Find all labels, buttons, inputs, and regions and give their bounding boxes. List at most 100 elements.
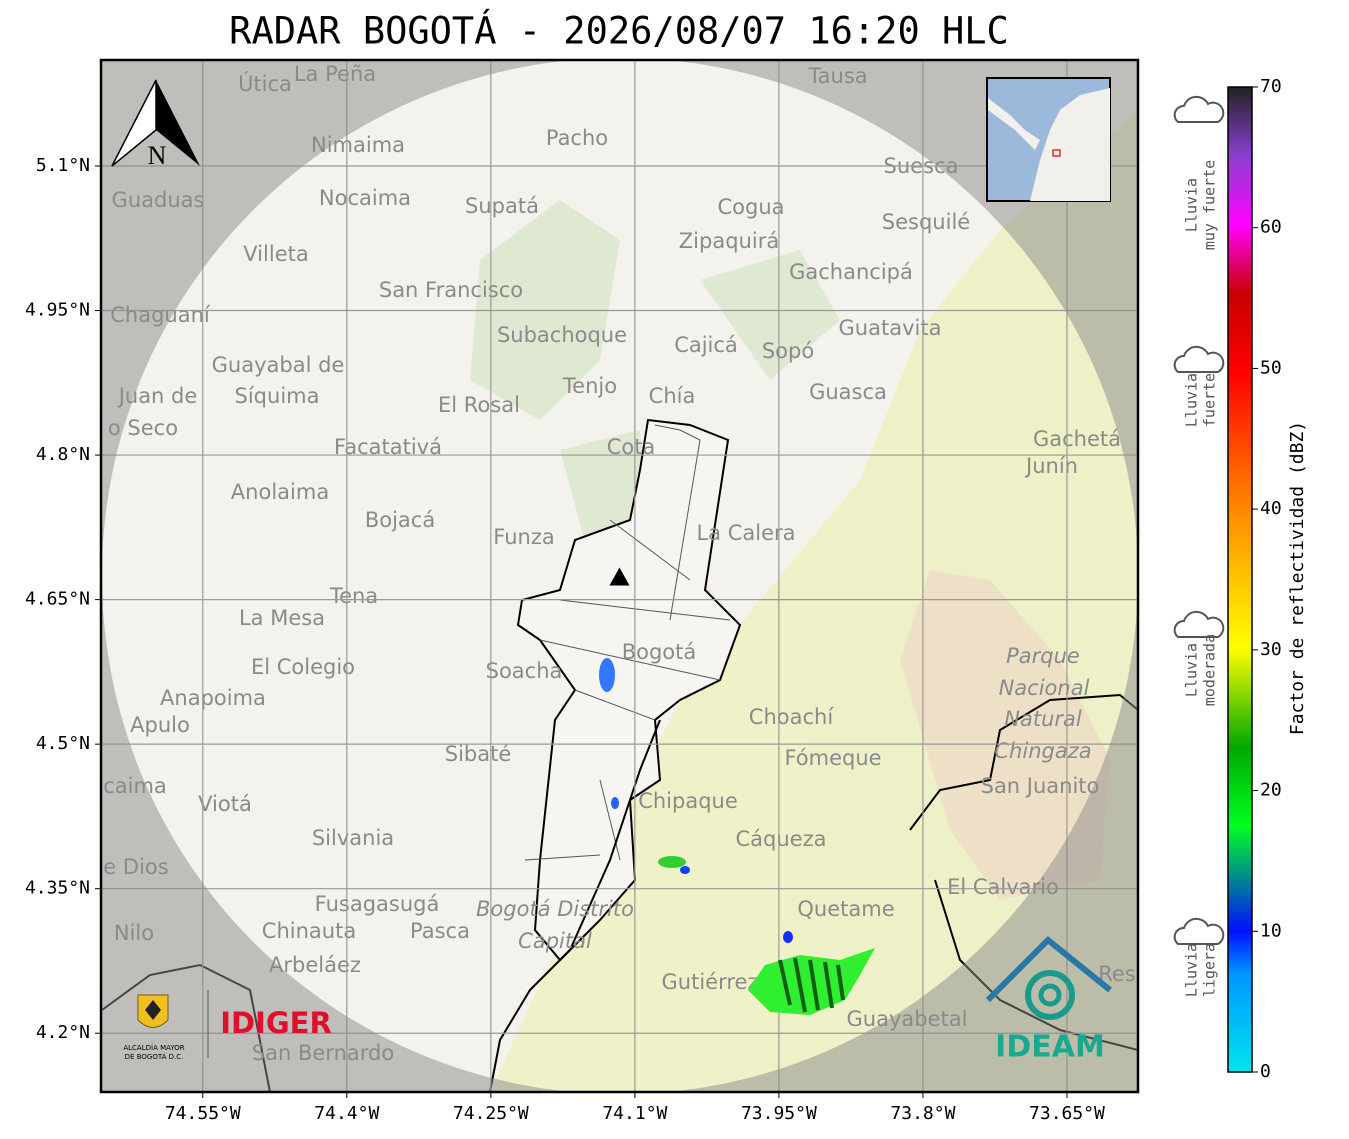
localities xyxy=(524,424,731,861)
y-tick-label: 4.65°N xyxy=(25,589,90,610)
place-label: Anapoima xyxy=(160,686,266,710)
place-label: Gachetá xyxy=(1033,427,1121,451)
rain-category-label: Lluvia xyxy=(1183,373,1201,427)
colorbar-tick-label: 70 xyxy=(1260,76,1282,97)
colorbar-tick-label: 40 xyxy=(1260,498,1282,519)
place-label: Villeta xyxy=(243,242,308,266)
place-label: Cogua xyxy=(717,195,784,219)
colorbar-tick-label: 50 xyxy=(1260,357,1282,378)
cloud-icon xyxy=(1173,95,1225,123)
y-tick-label: 4.8°N xyxy=(36,444,90,465)
place-label: Capital xyxy=(518,929,592,953)
place-label: Sibaté xyxy=(445,742,512,766)
north-label: N xyxy=(148,141,167,170)
place-label: Supatá xyxy=(465,194,539,218)
place-label: Cajicá xyxy=(674,333,738,357)
y-tick-label: 4.2°N xyxy=(36,1022,90,1043)
logo-text: IDIGER xyxy=(220,1006,332,1040)
place-label: Chía xyxy=(649,384,696,408)
rain-category-label: Lluvia xyxy=(1183,178,1201,232)
y-tick-label: 4.95°N xyxy=(25,300,90,321)
place-label: Funza xyxy=(493,525,554,549)
place-label: Anolaima xyxy=(231,480,329,504)
place-label: Chinauta xyxy=(262,919,356,943)
place-label: San Juanito xyxy=(981,774,1100,798)
plot-frame xyxy=(99,58,1140,1094)
rain-category-label: fuerte xyxy=(1201,373,1219,427)
colorbar-tick-label: 0 xyxy=(1260,1061,1271,1082)
terrain xyxy=(490,600,820,1092)
place-label: Tena xyxy=(329,584,378,608)
x-tick-label: 74.25°W xyxy=(453,1103,529,1124)
y-tick-label: 4.35°N xyxy=(25,878,90,899)
place-label: Parque xyxy=(1006,644,1080,668)
x-tick-label: 73.8°W xyxy=(890,1103,955,1124)
place-label: Choachí xyxy=(749,705,835,729)
inset-map xyxy=(986,77,1111,202)
rain-category-label: moderada xyxy=(1201,634,1219,706)
rain-category-label: Lluvia xyxy=(1183,943,1201,997)
place-label: Bogotá xyxy=(622,640,697,664)
vegetation xyxy=(470,200,840,560)
rain-category: Lluvia moderada xyxy=(1173,610,1225,706)
place-label: Sopó xyxy=(762,339,814,363)
place-label: Soacha xyxy=(486,659,563,683)
place-label: Guatavita xyxy=(839,316,942,340)
x-tick-label: 74.1°W xyxy=(602,1103,667,1124)
cloud-icon xyxy=(1173,610,1225,638)
place-label: San Francisco xyxy=(379,278,523,302)
place-label: La Calera xyxy=(696,521,795,545)
place-label: El Colegio xyxy=(251,655,355,679)
place-label: Viotá xyxy=(198,792,252,816)
x-tick-label: 74.4°W xyxy=(314,1103,379,1124)
rain-category-label: ligera xyxy=(1201,943,1219,997)
place-label: Subachoque xyxy=(497,323,627,347)
colorbar-tick-label: 20 xyxy=(1260,780,1282,801)
radar-echoes xyxy=(599,658,875,1015)
rain-category-label: muy fuerte xyxy=(1201,160,1219,250)
place-label: Junín xyxy=(1024,454,1078,478)
place-label: La Mesa xyxy=(239,606,325,630)
place-label: Nocaima xyxy=(319,186,411,210)
place-label: Chingaza xyxy=(994,739,1091,763)
north-arrow: N xyxy=(111,79,200,170)
colorbar-tick-label: 30 xyxy=(1260,639,1282,660)
x-tick-label: 73.65°W xyxy=(1029,1103,1105,1124)
place-label: Pacho xyxy=(546,126,608,150)
place-label: Quetame xyxy=(797,897,894,921)
rain-category-label: Lluvia xyxy=(1183,643,1201,697)
logo-text: IDEAM xyxy=(995,1030,1105,1065)
rain-category: Lluvia muy fuerte xyxy=(1173,95,1225,250)
place-label: Zipaquirá xyxy=(679,229,779,253)
cloud-icon xyxy=(1173,345,1225,373)
park xyxy=(900,570,1110,900)
logos: ALCALDÍA MAYOR DE BOGOTÁ D.C. IDIGER IDE… xyxy=(123,935,1112,1065)
map: ÚticaLa PeñaTausaPachoNimaimaGuaduasNoca… xyxy=(101,60,1138,1092)
place-label: Chipaque xyxy=(638,789,738,813)
radar-site xyxy=(609,567,630,586)
place-label: Sesquilé xyxy=(882,210,970,234)
logo-text: ALCALDÍA MAYOR xyxy=(123,1043,184,1052)
colorbar-tick-label: 10 xyxy=(1260,920,1282,941)
place-label: Bojacá xyxy=(365,508,435,532)
place-label: Síquima xyxy=(235,384,320,408)
place-label: Guayabal de xyxy=(212,353,345,377)
place-label: Guasca xyxy=(809,380,887,404)
y-tick-label: 5.1°N xyxy=(36,155,90,176)
x-tick-label: 74.55°W xyxy=(165,1103,241,1124)
place-label: Bogotá Distrito xyxy=(476,897,634,921)
place-label: Apulo xyxy=(130,713,190,737)
place-label: Nacional xyxy=(999,676,1090,700)
place-label: Gutiérrez xyxy=(662,970,759,994)
place-label: Fusagasugá xyxy=(315,892,440,916)
rain-category: Lluvia ligera xyxy=(1173,917,1225,997)
logo-text: DE BOGOTÁ D.C. xyxy=(125,1052,184,1061)
place-label: Fómeque xyxy=(784,746,881,770)
axes: 74.55°W 74.4°W 74.25°W 74.1°W 73.95°W 73.8°W 7… xyxy=(25,155,1105,1124)
x-tick-label: 73.95°W xyxy=(741,1103,817,1124)
place-label: Cáqueza xyxy=(736,827,827,851)
place-label: Gachancipá xyxy=(789,260,913,284)
y-tick-label: 4.5°N xyxy=(36,733,90,754)
department-boundary xyxy=(101,693,1138,1092)
